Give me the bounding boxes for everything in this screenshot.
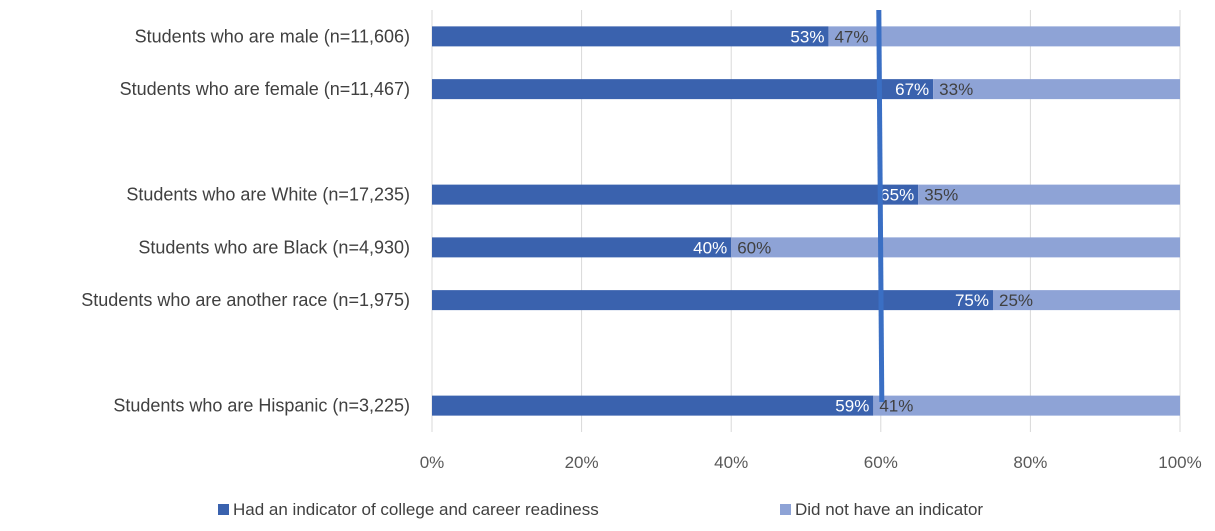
bar-had-indicator — [432, 184, 919, 205]
category-label: Students who are Black (n=4,930) — [138, 237, 410, 257]
value-labels: 53% 47% 67% 33% 65% 35% 40% 60% 75% 25% 59% 41% — [693, 27, 1033, 415]
legend-swatch — [218, 504, 229, 515]
x-tick-label: 80% — [1013, 453, 1047, 472]
category-label: Students who are female (n=11,467) — [120, 79, 410, 99]
value-label-had-indicator: 67% — [895, 80, 929, 99]
value-label-no-indicator: 47% — [834, 27, 868, 46]
value-label-no-indicator: 41% — [879, 397, 913, 416]
bar-had-indicator — [432, 26, 829, 47]
bar-no-indicator — [918, 184, 1180, 205]
bar-had-indicator — [432, 79, 934, 100]
category-label: Students who are Hispanic (n=3,225) — [113, 396, 410, 416]
legend: Had an indicator of college and career r… — [218, 500, 983, 519]
category-labels: Students who are male (n=11,606) Students… — [81, 26, 410, 415]
bar-had-indicator — [432, 290, 993, 311]
bar-no-indicator — [933, 79, 1180, 100]
reference-line-group — [876, 9, 885, 403]
value-label-had-indicator: 40% — [693, 238, 727, 257]
reference-line — [876, 9, 885, 403]
category-label: Students who are male (n=11,606) — [135, 26, 410, 46]
x-tick-label: 0% — [420, 453, 445, 472]
bar-had-indicator — [432, 237, 732, 258]
bar-no-indicator — [828, 26, 1180, 47]
value-label-had-indicator: 53% — [790, 27, 824, 46]
bar-no-indicator — [873, 395, 1180, 416]
bar-no-indicator — [993, 290, 1180, 311]
value-label-had-indicator: 65% — [880, 186, 914, 205]
x-tick-label: 60% — [864, 453, 898, 472]
legend-label: Had an indicator of college and career r… — [233, 500, 599, 519]
legend-label: Did not have an indicator — [795, 500, 983, 519]
bar-had-indicator — [432, 395, 874, 416]
x-axis-tick-labels: 0% 20% 40% 60% 80% 100% — [420, 453, 1202, 472]
x-tick-label: 100% — [1158, 453, 1201, 472]
gridlines — [431, 10, 1181, 432]
category-label: Students who are another race (n=1,975) — [81, 290, 410, 310]
value-label-no-indicator: 35% — [924, 186, 958, 205]
value-label-had-indicator: 59% — [835, 397, 869, 416]
value-label-no-indicator: 60% — [737, 238, 771, 257]
x-tick-label: 20% — [565, 453, 599, 472]
category-label: Students who are White (n=17,235) — [126, 185, 410, 205]
bar-no-indicator — [731, 237, 1180, 258]
value-label-no-indicator: 25% — [999, 291, 1033, 310]
value-label-no-indicator: 33% — [939, 80, 973, 99]
value-label-had-indicator: 75% — [955, 291, 989, 310]
bars — [432, 26, 1180, 416]
legend-swatch — [780, 504, 791, 515]
x-tick-label: 40% — [714, 453, 748, 472]
